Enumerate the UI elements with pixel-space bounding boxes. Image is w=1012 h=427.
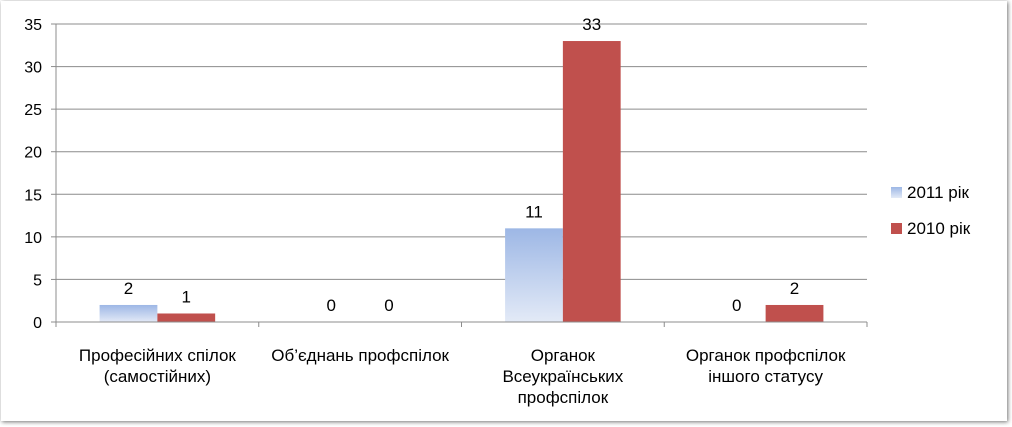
bar-2010-0: [157, 313, 216, 322]
legend-label: 2010 рік: [907, 219, 971, 238]
category-label: Професійних спілок: [79, 346, 236, 365]
bar-2011-0: [99, 304, 158, 322]
category-label: (самостійних): [104, 367, 211, 386]
category-label: іншого статусу: [708, 367, 823, 386]
data-label: 33: [582, 15, 601, 34]
legend-label: 2011 рік: [907, 183, 970, 202]
category-label: Органок: [531, 346, 596, 365]
legend-swatch-2010: [891, 223, 902, 234]
data-label: 0: [326, 296, 335, 315]
category-label: Всеукраїнських: [502, 367, 623, 386]
bar-2011-2: [505, 228, 563, 322]
data-label: 0: [384, 296, 393, 315]
y-tick-label: 5: [33, 272, 42, 289]
category-label: Об’єднань профспілок: [271, 346, 449, 365]
bar-2010-3: [765, 304, 824, 322]
y-tick-label: 15: [24, 187, 42, 204]
gridlines: [56, 23, 867, 323]
data-label: 1: [182, 287, 191, 306]
y-tick-label: 0: [33, 315, 42, 332]
y-tick-label: 10: [24, 230, 42, 247]
data-label: 11: [525, 202, 543, 221]
data-label: 2: [790, 279, 799, 298]
y-tick-label: 30: [24, 60, 42, 77]
y-tick-label: 20: [24, 145, 42, 162]
category-label: профспілок: [518, 388, 609, 407]
legend-swatch-2011: [891, 187, 902, 198]
chart-frame: 0 5 10 15 20 25 30 35 2 1 Професійних спілок (самос…: [1, 1, 1007, 421]
y-tick-label: 25: [24, 102, 42, 119]
bar-2010-2: [562, 41, 621, 323]
category-label: Органок профспілок: [686, 346, 846, 365]
data-label: 2: [124, 279, 133, 298]
legend: 2011 рік 2010 рік: [891, 183, 971, 238]
bars: [99, 41, 824, 323]
data-label: 0: [732, 296, 741, 315]
y-tick-label: 35: [24, 17, 42, 34]
axes: [51, 23, 868, 327]
